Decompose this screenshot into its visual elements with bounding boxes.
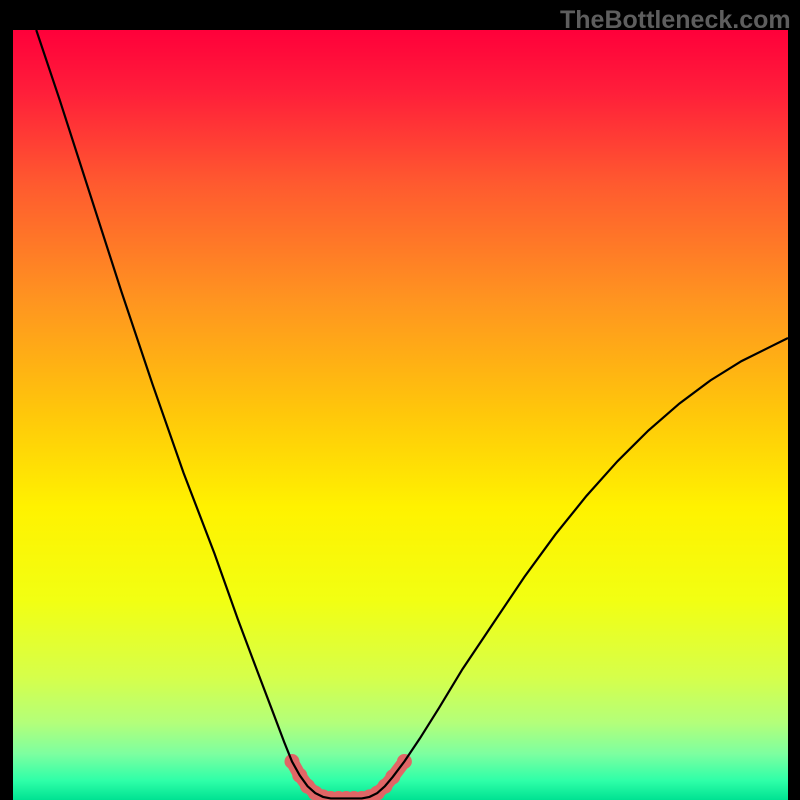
bottleneck-chart	[13, 30, 788, 800]
gradient-background	[13, 30, 788, 800]
watermark-text: TheBottleneck.com	[560, 6, 791, 35]
